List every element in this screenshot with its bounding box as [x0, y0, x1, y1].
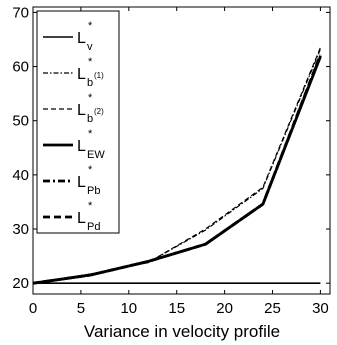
y-tick-label: 20 — [12, 275, 29, 292]
legend-label-sup: * — [88, 128, 93, 140]
legend-entry: L* b(2) — [77, 92, 104, 125]
x-tick-label: 20 — [216, 300, 233, 317]
y-tick-label: 50 — [12, 113, 29, 130]
legend-label-sub: Pb — [87, 185, 100, 197]
legend-label-sub: b — [87, 113, 93, 125]
legend-label-sup2: (2) — [94, 107, 104, 116]
legend-label-sup: * — [88, 164, 93, 176]
y-tick-label: 70 — [12, 4, 29, 21]
y-tick-label: 40 — [12, 167, 29, 184]
legend-label-sup2: (1) — [94, 71, 104, 80]
legend-label-sup: * — [88, 92, 93, 104]
legend-entry: L* b(1) — [77, 56, 104, 89]
x-tick-label: 0 — [29, 300, 37, 317]
legend-label-base: L — [77, 66, 86, 83]
y-tick-label: 30 — [12, 221, 29, 238]
x-tick-label: 30 — [312, 300, 329, 317]
series-line-6 — [32, 54, 322, 285]
legend-label-base: L — [77, 174, 86, 191]
x-tick-label: 5 — [77, 300, 85, 317]
y-tick-label: 60 — [12, 59, 29, 76]
legend-label-base: L — [77, 30, 86, 47]
legend-label-sub: EW — [87, 149, 105, 161]
series-line-2 — [32, 48, 321, 284]
legend-label-sup: * — [88, 56, 93, 68]
legend-label-sub: b — [87, 77, 93, 89]
legend: L*vL*b(1)L*b(2)L*EWL*PbL*Pd — [36, 10, 120, 234]
legend-label-sub: Pd — [87, 221, 100, 233]
x-tick-label: 15 — [168, 300, 185, 317]
legend-entry: L* Pd — [77, 200, 100, 233]
legend-label-sub: v — [87, 41, 93, 53]
x-axis-label: Variance in velocity profile — [84, 322, 280, 341]
x-tick-label: 25 — [264, 300, 281, 317]
axis-ticks: 0 5 10 15 20 25 30 20 30 40 50 60 70 — [12, 4, 330, 317]
series-lines — [32, 47, 322, 285]
legend-label-sup: * — [88, 200, 93, 212]
legend-label-base: L — [77, 210, 86, 227]
legend-label-sup: * — [88, 20, 93, 32]
legend-label-base: L — [77, 138, 86, 155]
legend-entry: L* Pb — [77, 164, 100, 197]
x-tick-label: 10 — [120, 300, 137, 317]
legend-box — [36, 10, 120, 234]
legend-label-base: L — [77, 102, 86, 119]
legend-entry: L* EW — [77, 128, 105, 161]
legend-entry: L* v — [77, 20, 93, 53]
